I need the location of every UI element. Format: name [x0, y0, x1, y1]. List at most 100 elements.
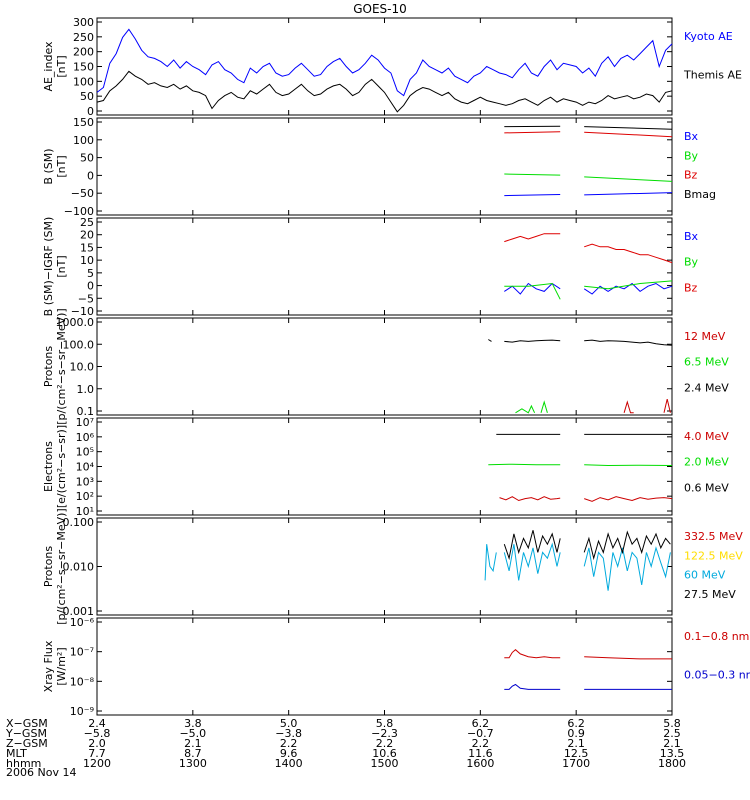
legend-entry: Bz	[684, 169, 698, 182]
legend-entry: Themis AE	[683, 69, 742, 82]
y-tick-label: −100	[64, 205, 94, 218]
y-tick-label: 10⁻⁷	[70, 646, 94, 659]
x-axis-row-label: Z−GSM	[6, 737, 48, 750]
legend-entry: 60 MeV	[684, 569, 726, 582]
legend-entry: 0.1−0.8 nm	[684, 630, 749, 643]
y-tick-label: 50	[80, 90, 94, 103]
y-tick-label: 10¹	[76, 505, 94, 518]
series-line-0-05-0-3-nm	[504, 683, 561, 690]
series-line-kyoto-ae	[96, 28, 673, 97]
x-axis-value: 6.2	[567, 717, 585, 730]
legend-entry: Bx	[684, 130, 699, 143]
x-axis-value: 7.7	[88, 747, 106, 760]
y-tick-label: 10.0	[70, 361, 95, 374]
panel-frame	[96, 317, 673, 416]
x-axis-value: 2.1	[567, 737, 585, 750]
y-tick-label: 15	[80, 241, 94, 254]
x-axis-value: 1500	[371, 757, 399, 770]
series-line-bx	[504, 282, 561, 295]
x-axis-row-label: MLT	[6, 747, 27, 760]
y-tick-label: 150	[73, 61, 94, 74]
series-line-4-0-mev	[584, 496, 673, 502]
x-axis-value: 1200	[83, 757, 111, 770]
y-axis-label: AE_index	[42, 41, 55, 92]
x-axis-value: 2.1	[184, 737, 202, 750]
x-axis-value: −3.8	[275, 727, 302, 740]
series-line-2-4-mev	[488, 339, 492, 342]
x-axis-value: 2.2	[472, 737, 490, 750]
y-tick-label: 150	[73, 116, 94, 129]
x-axis-row-label: Y−GSM	[5, 727, 47, 740]
panel-frame	[96, 617, 673, 716]
series-line-6-5-mev	[540, 400, 548, 413]
series-line-12-mev	[623, 400, 634, 414]
x-axis-value: 8.7	[184, 747, 202, 760]
panel-1: 150 100 50 0 −50 −100 B (SM) [nT] Bx By Bz Bmag	[42, 116, 716, 218]
y-axis-label: [W/m²]	[55, 647, 68, 685]
x-axis-value: 5.8	[663, 717, 681, 730]
y-axis-label: Electrons	[42, 441, 55, 492]
x-axis-value: 1300	[179, 757, 207, 770]
y-tick-label: 10⁵	[76, 446, 94, 459]
series-line-60-mev	[484, 544, 497, 581]
y-tick-label: 1000.0	[56, 316, 95, 329]
x-axis-value: 2.1	[663, 737, 681, 750]
x-axis-value: 1400	[275, 757, 303, 770]
series-line-bx	[504, 194, 561, 197]
series-line-12-mev	[663, 398, 671, 413]
date-label: 2006 Nov 14	[6, 766, 76, 779]
y-tick-label: 0.001	[63, 605, 95, 618]
y-axis-label: Protons	[42, 346, 55, 387]
y-tick-label: 0	[87, 105, 94, 118]
y-axis-label: [p/(cm²−s−sr−MeV)]	[55, 308, 68, 424]
series-line-by	[584, 176, 673, 182]
legend-entry: Bx	[684, 230, 699, 243]
y-tick-label: 10⁻⁹	[70, 705, 94, 718]
series-line-by	[584, 280, 673, 290]
x-axis-row-label: X−GSM	[6, 717, 48, 730]
y-tick-label: 50	[80, 152, 94, 165]
panel-frame	[96, 217, 673, 316]
x-axis-value: −5.8	[84, 727, 111, 740]
y-tick-label: 10	[80, 254, 94, 267]
panel-6: 10⁻⁶ 10⁻⁷ 10⁻⁸ 10⁻⁹ Xray Flux [W/m²] 0.1−0.8 n…	[42, 616, 750, 718]
y-axis-label: [nT]	[55, 155, 68, 177]
series-line-bmag	[584, 126, 673, 130]
x-axis-value: 11.6	[468, 747, 493, 760]
series-line-2-4-mev	[504, 339, 561, 343]
x-axis-value: −0.7	[467, 727, 494, 740]
legend-entry: By	[684, 149, 699, 162]
x-axis-value: 13.5	[660, 747, 685, 760]
plot-title: GOES-10	[353, 2, 407, 16]
x-axis-value: −5.0	[179, 727, 206, 740]
series-line-2-4-mev	[584, 339, 673, 346]
x-axis-value: 2.0	[88, 737, 106, 750]
series-line-60-mev	[503, 542, 561, 581]
panel-frame	[96, 417, 673, 516]
y-axis-label: Xray Flux	[42, 640, 55, 692]
legend-entry: 12 MeV	[684, 330, 726, 343]
y-tick-label: 10⁷	[76, 416, 94, 429]
x-axis-value: 1800	[658, 757, 686, 770]
y-tick-label: 10⁻⁸	[70, 675, 95, 688]
y-tick-label: 100.0	[63, 338, 95, 351]
legend-entry: Bmag	[684, 188, 716, 201]
legend-entry: 332.5 MeV	[684, 530, 743, 543]
series-line-bz	[584, 131, 673, 138]
panel-frame	[96, 517, 673, 616]
series-line-60-mev	[583, 546, 671, 591]
x-axis-value: 10.6	[372, 747, 397, 760]
series-line-by	[504, 282, 561, 300]
y-tick-label: 10⁶	[76, 431, 95, 444]
panel-frame	[96, 17, 673, 116]
x-axis-value: 1600	[466, 757, 494, 770]
y-axis-label: B (SM)	[42, 148, 55, 184]
y-tick-label: 1.0	[77, 383, 95, 396]
series-line-0-1-0-8-nm	[504, 649, 561, 659]
y-axis-label: Protons	[42, 546, 55, 587]
y-tick-label: −5	[78, 292, 94, 305]
